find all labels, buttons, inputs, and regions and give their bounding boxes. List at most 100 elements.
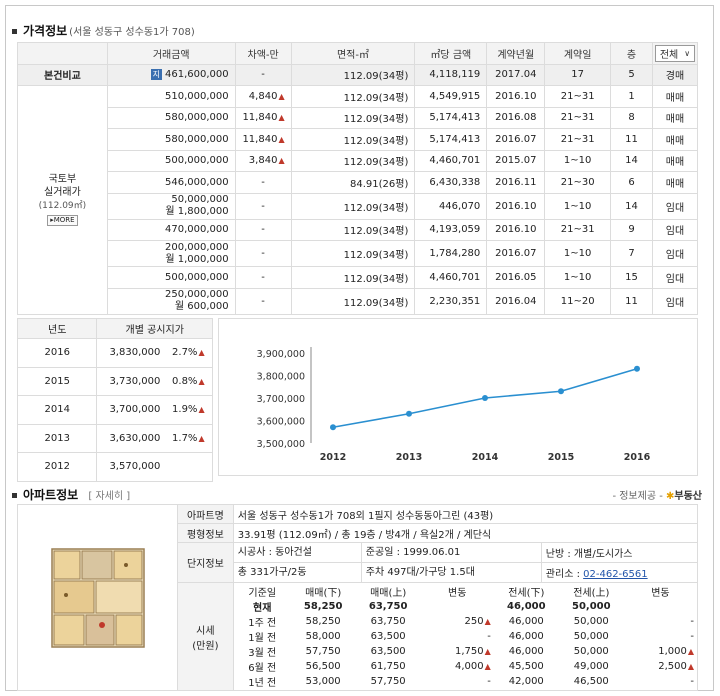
- price-row: 50,000,000 월 1,800,000-112.09(34평) 446,070…: [18, 192, 699, 220]
- base-per-m2: 4,118,119: [414, 63, 488, 86]
- land-value-cell: 3,630,000 1.7%▲: [96, 423, 213, 453]
- ym-cell: 2016.11: [486, 171, 546, 194]
- price-cell: 50,000,000 월 1,800,000: [106, 192, 236, 220]
- up-arrow-icon: ▲: [278, 156, 285, 166]
- apt-section-title: 아파트정보 [ 자세히 ]: [12, 486, 130, 503]
- header-land-price: 개별 공시지가: [96, 318, 213, 339]
- type-cell: 임대: [651, 192, 699, 220]
- price-cell: 500,000,000: [106, 149, 236, 172]
- price-row: 546,000,000-84.91(26평) 6,430,338 2016.11 21…: [18, 171, 699, 194]
- market-row: 3월 전 57,750 63,500 1,750▲ 46,000 50,000 1,000▲: [248, 646, 694, 659]
- price-cell: 200,000,000 월 1,000,000: [106, 240, 236, 267]
- apt-name-label: 아파트명: [176, 504, 234, 524]
- price-row: 250,000,000 월 600,000-112.09(34평) 2,230,35…: [18, 287, 699, 315]
- base-area: 112.09(34평): [290, 63, 416, 86]
- type-cell: 매매: [651, 85, 699, 108]
- ym-cell: 2016.04: [486, 287, 546, 315]
- complex-row-2: 총 331가구/2동 주차 497대/가구당 1.5대 관리소 : 02-462…: [232, 562, 699, 583]
- day-cell: 1~10: [544, 240, 612, 267]
- area-cell: 112.09(34평): [290, 149, 416, 172]
- price-address: (서울 성동구 성수동1가 708): [69, 27, 195, 38]
- data-point: [558, 388, 564, 395]
- base-type: 경매: [651, 63, 699, 86]
- price-row: 국토부 실거래가 (112.09㎡) ▸MORE 510,000,000 4,840▲ 11…: [17, 85, 699, 315]
- area-cell: 112.09(34평): [290, 85, 416, 108]
- price-row: 200,000,000 월 1,000,000-112.09(34평) 1,784,…: [18, 240, 699, 267]
- day-cell: 21~31: [544, 106, 612, 129]
- ym-cell: 2016.10: [486, 218, 546, 241]
- mh-sale-low: 매매(下): [305, 588, 342, 599]
- y-tick-label: 3,900,000: [257, 349, 305, 360]
- complex-row-1: 시공사 : 동아건설 준공일 : 1999.06.01 난방 : 개별/도시가스: [232, 542, 699, 563]
- header-floor: 층: [610, 42, 653, 65]
- market-row: 6월 전 56,500 61,750 4,000▲ 45,500 49,000 2,500▲: [248, 661, 694, 674]
- per-m2-cell: 6,430,338: [414, 171, 488, 194]
- land-year: 2013: [16, 423, 98, 453]
- price-cell: 580,000,000: [106, 106, 236, 129]
- area-cell: 112.09(34평): [290, 266, 416, 289]
- area-cell: 112.09(34평): [290, 287, 416, 315]
- ym-cell: 2016.05: [486, 266, 546, 289]
- land-value-cell: 3,700,000 1.9%▲: [96, 395, 213, 425]
- land-value-cell: 3,730,000 0.8%▲: [96, 366, 213, 396]
- type-filter-select[interactable]: 전체 ∨: [654, 44, 696, 62]
- price-cell: 510,000,000: [106, 85, 236, 108]
- area-cell: 112.09(34평): [290, 192, 416, 220]
- data-point: [330, 424, 336, 431]
- floor-cell: 11: [610, 128, 653, 151]
- builder-text: 시공사 : 동아건설: [234, 543, 362, 562]
- diff-cell: -: [234, 192, 292, 220]
- land-year: 2016: [16, 338, 98, 368]
- day-cell: 1~10: [544, 149, 612, 172]
- detail-link[interactable]: [ 자세히 ]: [88, 491, 131, 502]
- apt-complex-label: 단지정보: [176, 542, 234, 583]
- per-m2-cell: 4,460,701: [414, 266, 488, 289]
- diff-cell: -: [234, 240, 292, 267]
- provider-logo-icon: ✱: [666, 491, 675, 502]
- price-row: 580,000,000 11,840▲ 112.09(34평) 5,174,413 20…: [18, 106, 699, 129]
- day-cell: 21~30: [544, 171, 612, 194]
- info-provider: - 정보제공 - ✱부동산: [612, 491, 702, 502]
- market-row: 1주 전 58,250 63,750 250▲ 46,000 50,000-: [248, 616, 694, 629]
- up-arrow-icon: ▲: [484, 617, 491, 626]
- x-tick-label: 2013: [396, 452, 422, 463]
- price-row: 500,000,000-112.09(34평) 4,460,701 2016.05 1…: [18, 266, 699, 289]
- per-m2-cell: 5,174,413: [414, 106, 488, 129]
- x-tick-label: 2012: [320, 452, 346, 463]
- price-cell: 500,000,000: [106, 266, 236, 289]
- type-cell: 매매: [651, 149, 699, 172]
- office-text: 관리소 : 02-462-6561: [545, 569, 648, 580]
- bullet-square-icon: [12, 493, 17, 498]
- base-compare-row: 본건비교 지 461,600,000 - 112.09(34평) 4,118,11…: [17, 63, 699, 86]
- day-cell: 21~31: [544, 218, 612, 241]
- ym-cell: 2016.07: [486, 128, 546, 151]
- diff-cell: -: [234, 218, 292, 241]
- header-per-m2: ㎡당 금액: [414, 42, 488, 65]
- y-tick-label: 3,700,000: [257, 394, 305, 405]
- y-tick-label: 3,600,000: [257, 417, 305, 428]
- mh-sale-high: 매매(上): [370, 588, 407, 599]
- apt-size-value: 33.91평 (112.09㎡) / 총 19층 / 방4개 / 욕실2개 / …: [232, 523, 699, 543]
- floor-cell: 6: [610, 171, 653, 194]
- land-row: 2013 3,630,000 1.7%▲: [16, 423, 213, 453]
- type-cell: 임대: [651, 287, 699, 315]
- mh-sale-change: 변동: [448, 588, 467, 599]
- land-value-cell: 3,570,000: [96, 452, 213, 482]
- market-row: 현재 58,250 63,750 46,000 50,000: [253, 601, 611, 614]
- header-diff: 차액-만: [234, 42, 292, 65]
- up-arrow-icon: ▲: [198, 405, 205, 415]
- diff-cell: -: [234, 171, 292, 194]
- floor-cell: 7: [610, 240, 653, 267]
- diff-cell: -: [234, 266, 292, 289]
- floorplan-cell: [17, 504, 178, 691]
- type-cell: 매매: [651, 171, 699, 194]
- data-point: [406, 410, 412, 417]
- market-price-table: 기준일 매매(下) 매매(上) 변동 전세(下) 전세(上) 변동 현재 58,2…: [234, 584, 697, 689]
- more-button[interactable]: ▸MORE: [47, 215, 78, 227]
- mh-date: 기준일: [248, 588, 277, 599]
- type-cell: 임대: [651, 266, 699, 289]
- office-phone-link[interactable]: 02-462-6561: [583, 569, 648, 580]
- header-contract-day: 계약일: [544, 42, 612, 65]
- header-area: 면적-㎡: [290, 42, 416, 65]
- area-cell: 112.09(34평): [290, 240, 416, 267]
